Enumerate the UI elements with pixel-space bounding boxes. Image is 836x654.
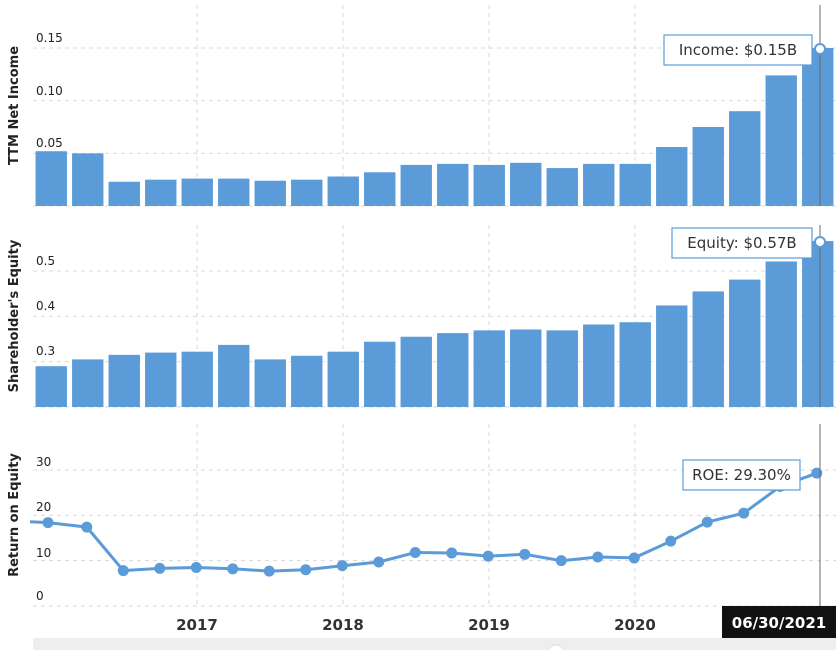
- x-tick-label: 2018: [322, 616, 364, 634]
- bar[interactable]: [656, 305, 688, 407]
- bar[interactable]: [765, 75, 797, 207]
- roe-point[interactable]: [373, 556, 385, 568]
- bar[interactable]: [619, 322, 651, 407]
- bar[interactable]: [108, 181, 140, 206]
- bar[interactable]: [218, 178, 250, 206]
- roe-point[interactable]: [300, 564, 312, 576]
- bar[interactable]: [400, 164, 432, 206]
- bar[interactable]: [327, 351, 359, 407]
- bar[interactable]: [583, 163, 615, 206]
- x-tick-label: 2020: [614, 616, 656, 634]
- roe-point[interactable]: [227, 563, 239, 575]
- roe-point[interactable]: [81, 521, 93, 533]
- roe-point[interactable]: [117, 565, 129, 577]
- bar[interactable]: [400, 336, 432, 407]
- bar[interactable]: [72, 359, 104, 407]
- roe-point[interactable]: [519, 548, 531, 560]
- y-tick-label: 0: [36, 589, 44, 603]
- bar[interactable]: [181, 351, 213, 407]
- bar[interactable]: [364, 172, 396, 206]
- roe-point[interactable]: [701, 516, 713, 528]
- tooltip-box: [663, 34, 813, 66]
- bar[interactable]: [546, 168, 578, 206]
- bar[interactable]: [72, 153, 104, 206]
- bar[interactable]: [510, 162, 542, 206]
- date-badge: [722, 606, 836, 638]
- bar[interactable]: [35, 151, 67, 206]
- bar[interactable]: [729, 111, 761, 206]
- bar[interactable]: [108, 354, 140, 407]
- bar[interactable]: [254, 359, 286, 407]
- tooltip-text: Income: $0.15B: [679, 41, 797, 59]
- bar[interactable]: [692, 291, 724, 407]
- roe-point[interactable]: [154, 562, 166, 574]
- bar[interactable]: [145, 179, 177, 206]
- roe-point[interactable]: [409, 547, 421, 559]
- hover-marker: [814, 236, 826, 248]
- y-tick-label: 0.15: [36, 31, 63, 45]
- y-tick-label: 20: [36, 500, 51, 514]
- roe-point[interactable]: [336, 560, 348, 572]
- bar[interactable]: [729, 279, 761, 407]
- bar[interactable]: [546, 330, 578, 407]
- bar[interactable]: [291, 179, 323, 206]
- tooltip-text: Equity: $0.57B: [687, 234, 796, 252]
- roe-point[interactable]: [592, 551, 604, 563]
- bar[interactable]: [765, 261, 797, 407]
- bar[interactable]: [254, 180, 286, 206]
- roe-point[interactable]: [482, 550, 494, 562]
- y-tick-label: 0.4: [36, 299, 55, 313]
- bar[interactable]: [619, 163, 651, 206]
- y-axis-title: Shareholder's Equity: [7, 239, 22, 392]
- bar[interactable]: [510, 329, 542, 407]
- bar[interactable]: [181, 178, 213, 206]
- x-tick-label: 2019: [468, 616, 510, 634]
- y-tick-label: 0.3: [36, 344, 55, 358]
- y-axis-title: Return on Equity: [7, 453, 22, 577]
- roe-point[interactable]: [42, 517, 54, 529]
- bar[interactable]: [583, 324, 615, 407]
- roe-point[interactable]: [263, 565, 275, 577]
- bar[interactable]: [437, 333, 469, 407]
- date-badge-text: 06/30/2021: [732, 614, 826, 632]
- bar[interactable]: [364, 341, 396, 407]
- roe-point[interactable]: [811, 467, 823, 479]
- roe-point[interactable]: [738, 507, 750, 519]
- roe-point[interactable]: [446, 547, 458, 559]
- tooltip-text: ROE: 29.30%: [692, 466, 791, 484]
- bar[interactable]: [473, 164, 505, 206]
- bar[interactable]: [218, 344, 250, 407]
- bar[interactable]: [473, 330, 505, 407]
- range-scrollbar[interactable]: [33, 638, 836, 650]
- roe-point[interactable]: [190, 561, 202, 573]
- y-tick-label: 30: [36, 455, 51, 469]
- bar[interactable]: [656, 147, 688, 206]
- bar[interactable]: [35, 366, 67, 407]
- y-tick-label: 0.5: [36, 254, 55, 268]
- bar[interactable]: [145, 352, 177, 407]
- y-tick-label: 10: [36, 546, 51, 560]
- tooltip-box: [682, 459, 801, 491]
- y-tick-label: 0.10: [36, 84, 63, 98]
- bar[interactable]: [291, 355, 323, 407]
- roe-point[interactable]: [555, 555, 567, 567]
- bar[interactable]: [802, 241, 834, 407]
- x-tick-label: 2017: [176, 616, 218, 634]
- y-axis-title: TTM Net Income: [7, 46, 22, 165]
- roe-point[interactable]: [628, 552, 640, 564]
- roe-point[interactable]: [665, 535, 677, 547]
- tooltip-box: [671, 227, 813, 259]
- bar[interactable]: [327, 176, 359, 206]
- bar[interactable]: [802, 48, 834, 206]
- y-tick-label: 0.05: [36, 136, 63, 150]
- bar[interactable]: [692, 127, 724, 206]
- hover-marker: [814, 43, 826, 55]
- bar[interactable]: [437, 163, 469, 206]
